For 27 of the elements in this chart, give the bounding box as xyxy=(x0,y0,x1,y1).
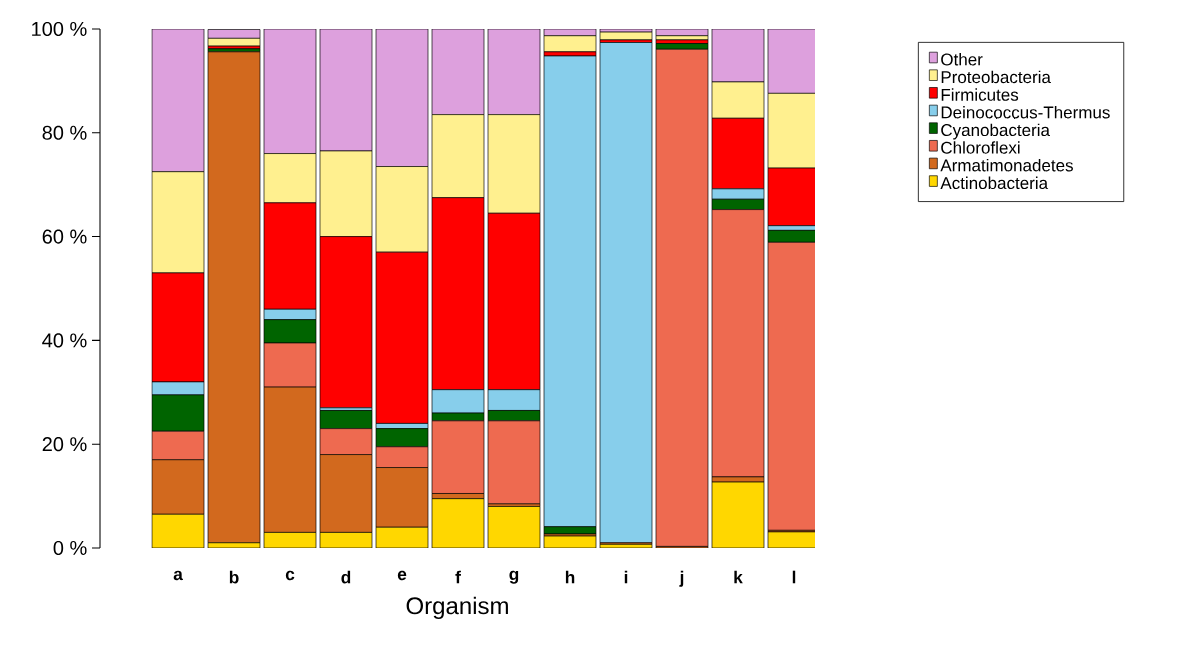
x-tick-label: d xyxy=(341,570,351,584)
y-tick-label: 60 % xyxy=(42,229,87,244)
legend-label: Firmicutes xyxy=(941,88,1019,101)
y-tick-label: 20 % xyxy=(42,437,87,452)
x-tick-label: e xyxy=(397,570,407,581)
x-tick-label: b xyxy=(229,570,239,584)
legend-label: Cyanobacteria xyxy=(941,123,1050,140)
x-tick-label: k xyxy=(734,570,743,584)
legend-label: Deinococcus-Thermus xyxy=(941,105,1110,119)
legend-label: Actinobacteria xyxy=(940,176,1049,190)
x-tick-label: a xyxy=(173,570,183,581)
legend-label: Armatimonadetes xyxy=(940,158,1073,172)
legend-label: Proteobacteria xyxy=(941,70,1051,84)
y-tick-label: 100 % xyxy=(32,21,87,37)
x-tick-label: f xyxy=(455,570,461,584)
legend-label: Other xyxy=(941,53,983,66)
x-tick-label: h xyxy=(565,570,575,584)
x-tick-label: i xyxy=(624,570,628,584)
x-axis-title: Organism xyxy=(406,596,508,620)
y-tick-label: 80 % xyxy=(42,125,87,140)
x-tick-label: l xyxy=(792,570,796,584)
legend-label: Chloroflexi xyxy=(941,141,1020,154)
x-tick-label: j xyxy=(679,570,684,587)
y-tick-label: 40 % xyxy=(42,333,87,348)
y-tick-label: 0 % xyxy=(53,540,87,556)
x-tick-label: c xyxy=(285,570,295,581)
x-tick-label: g xyxy=(509,570,519,584)
